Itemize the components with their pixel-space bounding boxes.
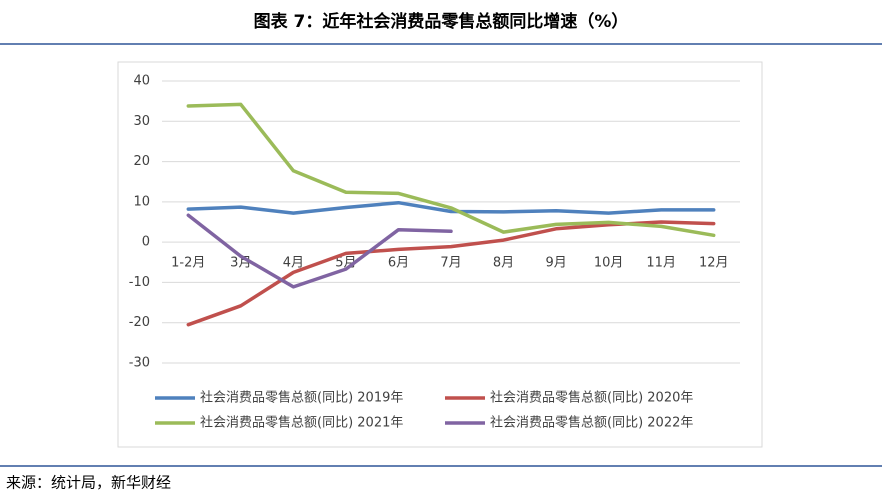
x-tick-label: 4月 [283,256,304,271]
x-tick-label: 11月 [646,256,676,271]
y-tick-label: 30 [133,114,150,129]
x-tick-label: 1-2月 [171,256,205,271]
x-tick-label: 8月 [493,256,514,271]
x-tick-label: 6月 [388,256,409,271]
y-tick-label: -10 [129,275,150,290]
y-tick-label: 20 [133,154,150,169]
y-tick-label: -30 [129,356,150,371]
x-tick-label: 12月 [699,256,729,271]
source: 来源：统计局，新华财经 [6,474,171,492]
series-line [186,200,716,215]
chart-frame [117,61,763,448]
chart-title: 图表 7：近年社会消费品零售总额同比增速（%） [254,11,629,32]
y-tick-label: -20 [129,315,150,330]
x-tick-label: 7月 [440,256,461,271]
series-line [186,213,453,289]
legend-label: 社会消费品零售总额(同比) 2020年 [490,390,693,406]
x-tick-label: 9月 [545,256,566,271]
legend-label: 社会消费品零售总额(同比) 2019年 [200,390,403,406]
x-tick-label: 10月 [594,256,624,271]
y-tick-label: 0 [142,235,150,250]
y-tick-label: 10 [133,194,150,209]
series-line [186,102,716,238]
y-tick-label: 40 [133,74,150,89]
legend-label: 社会消费品零售总额(同比) 2021年 [200,415,403,431]
legend-label: 社会消费品零售总额(同比) 2022年 [490,415,693,431]
